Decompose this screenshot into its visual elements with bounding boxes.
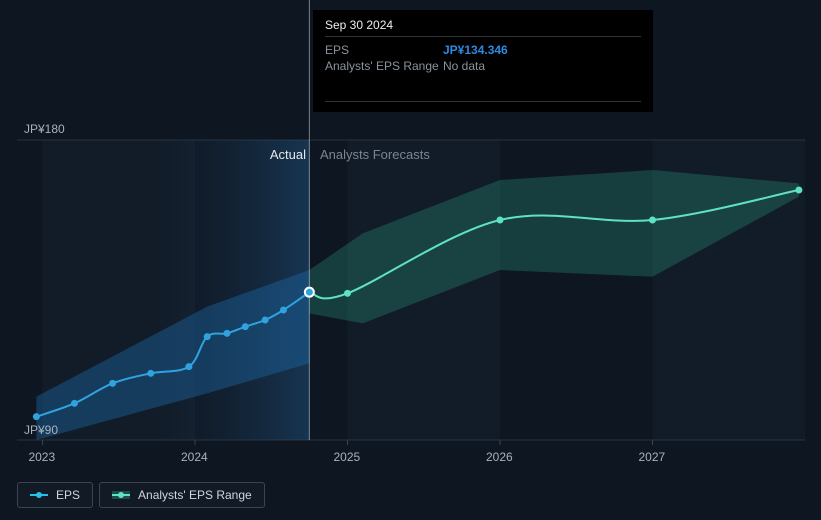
y-axis-min-label: JP¥90 (24, 423, 58, 437)
tooltip-value: No data (443, 59, 485, 73)
eps-chart: Sep 30 2024 EPS JP¥134.346 Analysts' EPS… (0, 0, 821, 520)
tooltip-row-eps: EPS JP¥134.346 (325, 41, 641, 57)
x-axis-tick-label: 2027 (638, 450, 665, 464)
legend-item-range[interactable]: Analysts' EPS Range (99, 482, 265, 508)
legend-label: EPS (56, 488, 80, 502)
legend-item-eps[interactable]: EPS (17, 482, 93, 508)
legend-swatch-eps (30, 490, 48, 500)
x-axis-tick-label: 2024 (181, 450, 208, 464)
tooltip-date: Sep 30 2024 (325, 18, 641, 37)
legend-swatch-range (112, 490, 130, 500)
y-axis-max-label: JP¥180 (24, 122, 65, 136)
forecast-region-label: Analysts Forecasts (320, 147, 430, 162)
legend-label: Analysts' EPS Range (138, 488, 252, 502)
x-axis-tick-label: 2025 (333, 450, 360, 464)
x-axis-tick-label: 2026 (486, 450, 513, 464)
x-axis-tick-label: 2023 (28, 450, 55, 464)
tooltip-label: EPS (325, 43, 443, 57)
tooltip-row-range: Analysts' EPS Range No data (325, 57, 641, 73)
tooltip-divider (325, 101, 641, 102)
chart-tooltip: Sep 30 2024 EPS JP¥134.346 Analysts' EPS… (313, 10, 653, 112)
tooltip-label: Analysts' EPS Range (325, 59, 443, 73)
tooltip-value: JP¥134.346 (443, 43, 508, 57)
actual-region-label: Actual (270, 147, 306, 162)
chart-legend: EPS Analysts' EPS Range (17, 482, 265, 508)
